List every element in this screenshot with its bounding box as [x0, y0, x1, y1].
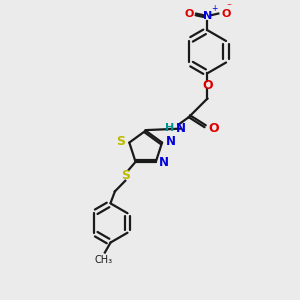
Text: CH₃: CH₃ — [94, 255, 113, 266]
Text: S: S — [116, 135, 125, 148]
Text: S: S — [121, 169, 130, 182]
Text: $^{-}$: $^{-}$ — [226, 1, 233, 10]
Text: O: O — [202, 79, 213, 92]
Text: N: N — [203, 11, 212, 21]
Text: H: H — [165, 123, 174, 133]
Text: O: O — [222, 9, 231, 19]
Text: N: N — [159, 157, 169, 169]
Text: N: N — [166, 135, 176, 148]
Text: O: O — [185, 9, 194, 19]
Text: +: + — [211, 4, 218, 13]
Text: N: N — [176, 122, 186, 135]
Text: O: O — [208, 122, 219, 135]
